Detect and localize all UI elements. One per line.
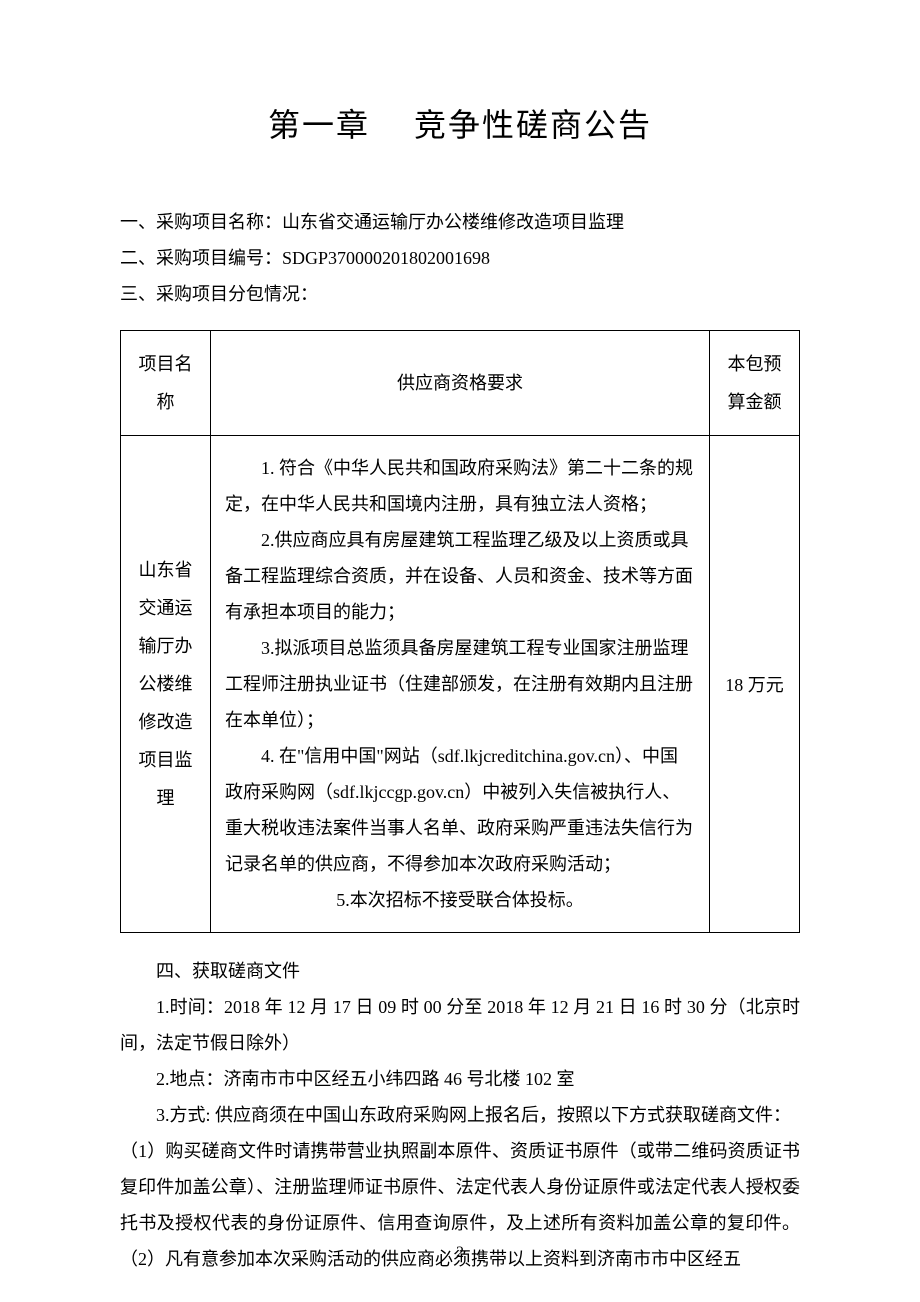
header-requirements: 供应商资格要求 bbox=[211, 331, 710, 436]
requirement-5: 5.本次招标不接受联合体投标。 bbox=[225, 882, 695, 918]
requirement-4: 4. 在"信用中国"网站（sdf.lkjcreditchina.gov.cn）、… bbox=[225, 738, 695, 882]
cell-project-name: 山东省交通运输厅办公楼维修改造项目监理 bbox=[121, 436, 211, 933]
info-project-number: 二、采购项目编号：SDGP370000201802001698 bbox=[120, 242, 800, 274]
requirement-1: 1. 符合《中华人民共和国政府采购法》第二十二条的规定，在中华人民共和国境内注册… bbox=[225, 450, 695, 522]
requirement-2: 2.供应商应具有房屋建筑工程监理乙级及以上资质或具备工程监理综合资质，并在设备、… bbox=[225, 522, 695, 630]
section-4-method-intro: 3.方式: 供应商须在中国山东政府采购网上报名后，按照以下方式获取磋商文件： bbox=[120, 1097, 800, 1133]
section-4-location: 2.地点：济南市市中区经五小纬四路 46 号北楼 102 室 bbox=[120, 1061, 800, 1097]
page-number: 2 bbox=[0, 1244, 920, 1262]
header-project-name: 项目名称 bbox=[121, 331, 211, 436]
package-table: 项目名称 供应商资格要求 本包预算金额 山东省交通运输厅办公楼维修改造项目监理 … bbox=[120, 330, 800, 933]
chapter-title: 第一章 竞争性磋商公告 bbox=[120, 100, 800, 146]
info-project-name: 一、采购项目名称：山东省交通运输厅办公楼维修改造项目监理 bbox=[120, 206, 800, 238]
info-package-situation: 三、采购项目分包情况： bbox=[120, 278, 800, 310]
cell-budget: 18 万元 bbox=[710, 436, 800, 933]
cell-requirements: 1. 符合《中华人民共和国政府采购法》第二十二条的规定，在中华人民共和国境内注册… bbox=[211, 436, 710, 933]
section-4-heading: 四、获取磋商文件 bbox=[120, 953, 800, 989]
header-budget: 本包预算金额 bbox=[710, 331, 800, 436]
section-4-time: 1.时间：2018 年 12 月 17 日 09 时 00 分至 2018 年 … bbox=[120, 989, 800, 1061]
package-table-container: 项目名称 供应商资格要求 本包预算金额 山东省交通运输厅办公楼维修改造项目监理 … bbox=[120, 330, 800, 933]
table-header-row: 项目名称 供应商资格要求 本包预算金额 bbox=[121, 331, 800, 436]
table-row: 山东省交通运输厅办公楼维修改造项目监理 1. 符合《中华人民共和国政府采购法》第… bbox=[121, 436, 800, 933]
requirement-3: 3.拟派项目总监须具备房屋建筑工程专业国家注册监理工程师注册执业证书（住建部颁发… bbox=[225, 630, 695, 738]
